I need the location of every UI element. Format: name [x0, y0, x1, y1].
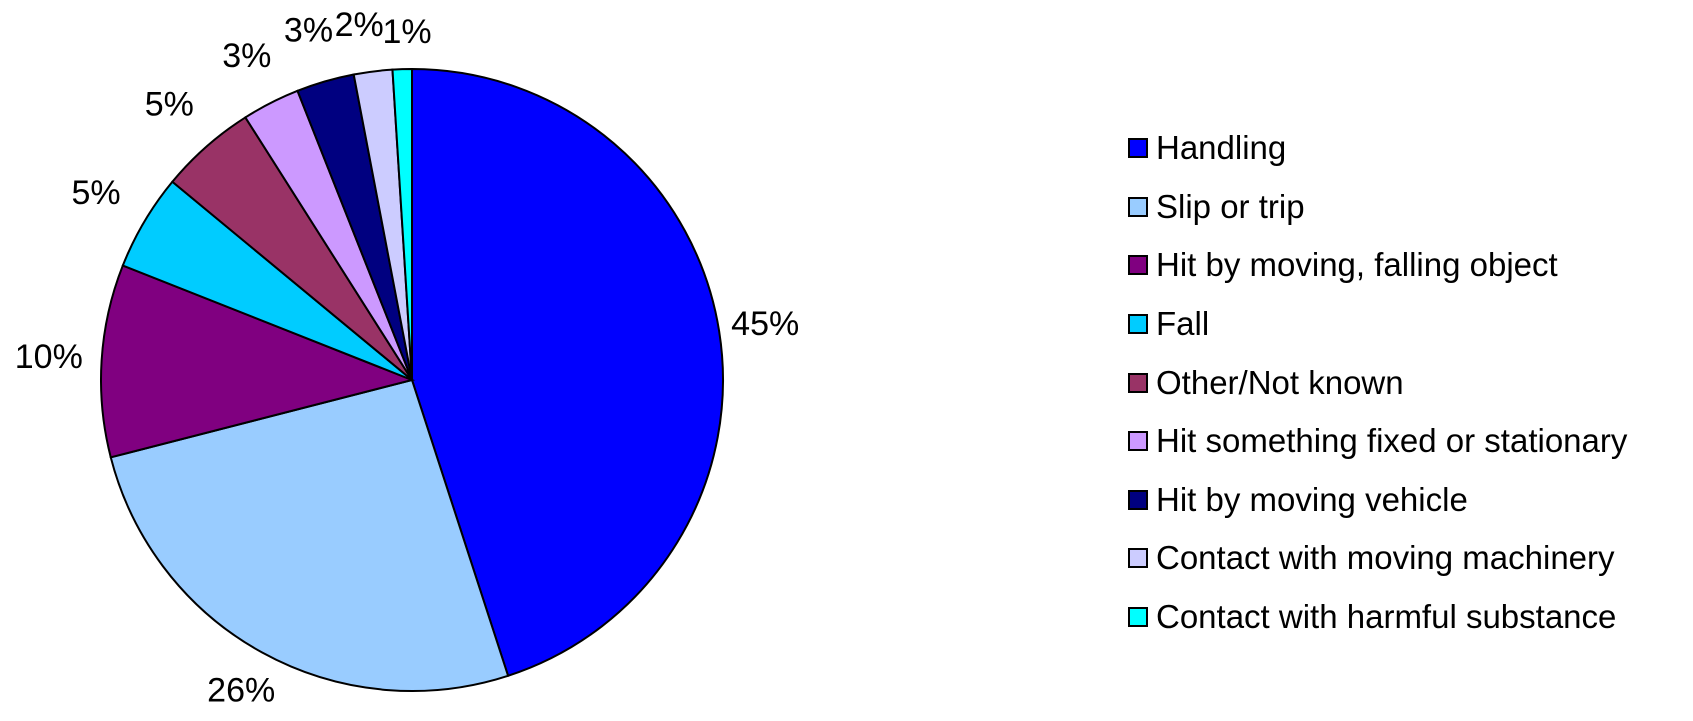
legend-label-5: Other/Not known: [1156, 363, 1404, 401]
slice-label-6: 3%: [222, 37, 271, 75]
legend-item-2: Slip or trip: [1128, 178, 1688, 237]
legend-item-7: Hit by moving vehicle: [1128, 471, 1688, 530]
legend-swatch-3: [1128, 255, 1148, 276]
legend: Handling Slip or trip Hit by moving, falli…: [1128, 119, 1688, 646]
slice-label-9: 1%: [383, 13, 432, 51]
legend-item-9: Contact with harmful substance: [1128, 588, 1688, 647]
legend-item-1: Handling: [1128, 119, 1688, 178]
legend-item-5: Other/Not known: [1128, 353, 1688, 412]
slice-label-2: 26%: [207, 672, 275, 710]
legend-swatch-1: [1128, 138, 1148, 159]
legend-swatch-7: [1128, 489, 1148, 510]
slice-label-5: 5%: [145, 86, 194, 124]
legend-label-9: Contact with harmful substance: [1156, 598, 1617, 636]
slice-label-3: 10%: [15, 338, 83, 376]
legend-item-3: Hit by moving, falling object: [1128, 236, 1688, 295]
legend-swatch-9: [1128, 607, 1148, 628]
pie-slice-1: [411, 67, 724, 678]
pie-slice-2: [109, 378, 510, 692]
legend-item-4: Fall: [1128, 295, 1688, 354]
legend-label-7: Hit by moving vehicle: [1156, 480, 1468, 518]
legend-item-6: Hit something fixed or stationary: [1128, 412, 1688, 471]
legend-swatch-6: [1128, 431, 1148, 452]
legend-label-8: Contact with moving machinery: [1156, 539, 1615, 577]
pie-labels: 45%26%10%5%5%3%3% 2%1%: [15, 6, 799, 710]
legend-swatch-5: [1128, 372, 1148, 393]
legend-swatch-4: [1128, 314, 1148, 335]
slice-label-1: 45%: [731, 305, 799, 343]
legend-label-2: Slip or trip: [1156, 187, 1305, 225]
slice-label-7: 3%: [284, 12, 333, 50]
legend-label-3: Hit by moving, falling object: [1156, 246, 1558, 284]
legend-item-8: Contact with moving machinery: [1128, 529, 1688, 588]
legend-label-4: Fall: [1156, 305, 1210, 343]
legend-swatch-8: [1128, 548, 1148, 569]
legend-label-1: Handling: [1156, 129, 1287, 167]
legend-label-6: Hit something fixed or stationary: [1156, 422, 1628, 460]
slice-label-8: 2%: [335, 6, 384, 44]
pie-slices: [100, 67, 724, 692]
pie-slice-9: [391, 67, 413, 381]
pie-slice-3: [100, 264, 416, 459]
legend-swatch-2: [1128, 196, 1148, 217]
slice-label-4: 5%: [72, 174, 121, 212]
